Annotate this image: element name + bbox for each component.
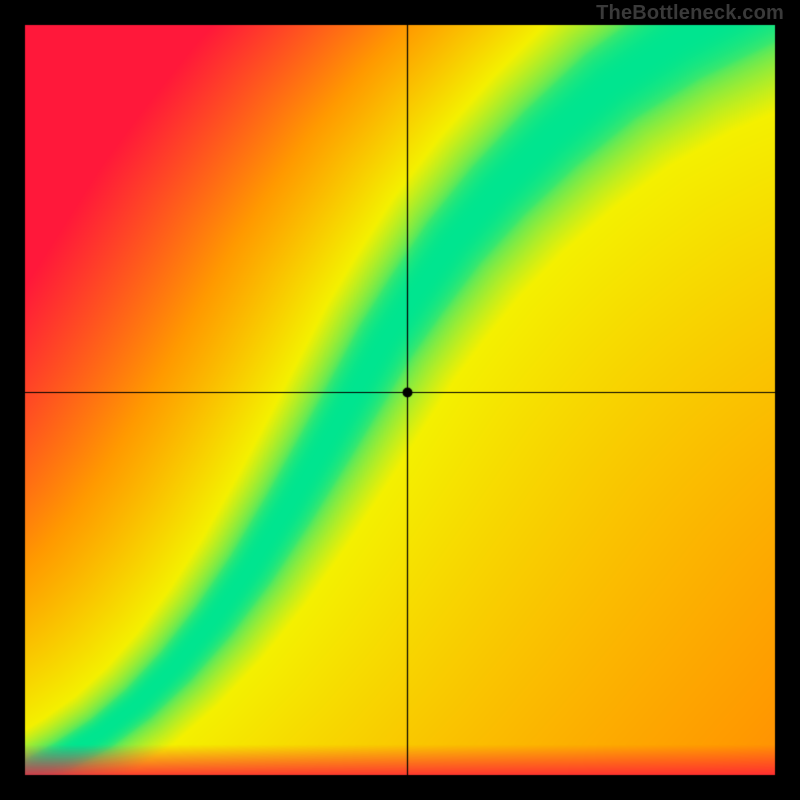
bottleneck-heatmap <box>0 0 800 800</box>
chart-container: TheBottleneck.com <box>0 0 800 800</box>
watermark-text: TheBottleneck.com <box>596 2 784 25</box>
